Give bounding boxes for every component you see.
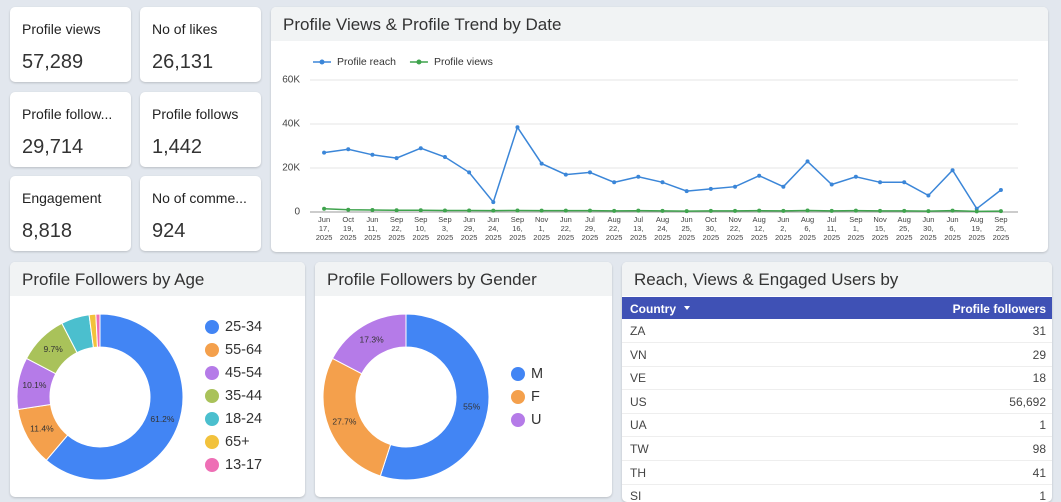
table-card: Reach, Views & Engaged Users by Country …	[622, 262, 1052, 502]
kpi-value: 29,714	[22, 136, 84, 158]
kpi-value: 924	[152, 220, 186, 242]
table-cell: 29	[1032, 347, 1046, 362]
kpi-title: Profile follow...	[22, 106, 113, 122]
sort-icon[interactable]	[684, 306, 690, 310]
kpi-value: 57,289	[22, 51, 84, 73]
kpi-card[interactable]: Profile follows 1,442	[140, 92, 261, 167]
table-cell: UA	[630, 418, 647, 433]
table-cell: VE	[630, 371, 647, 386]
column-header[interactable]: Profile followers	[952, 302, 1046, 316]
kpi-title: No of comme...	[152, 190, 247, 206]
table-row: UA 1	[622, 413, 1052, 438]
kpi-card[interactable]: Profile views 57,289	[10, 7, 131, 82]
table-row: US 56,692	[622, 390, 1052, 414]
table-cell: ZA	[630, 324, 646, 338]
table-row: VN 29	[622, 343, 1052, 367]
table-row: VE 18	[622, 366, 1052, 391]
kpi-card[interactable]: No of likes 26,131	[140, 7, 261, 82]
table-cell: TH	[630, 465, 646, 480]
table-row: ZA 31	[622, 319, 1052, 343]
card-title: Profile Followers by Age	[10, 262, 305, 296]
card-title: Profile Views & Profile Trend by Date	[271, 7, 1048, 41]
table-cell: VN	[630, 347, 647, 362]
table-header: Country Profile followers	[622, 297, 1052, 319]
kpi-value: 8,818	[22, 220, 73, 242]
table-cell: 31	[1032, 324, 1046, 338]
age-card: Profile Followers by Age	[10, 262, 305, 497]
kpi-card[interactable]: Engagement 8,818	[10, 176, 131, 251]
table-cell: 1	[1039, 489, 1046, 502]
kpi-card[interactable]: No of comme... 924	[140, 176, 261, 251]
kpi-value: 26,131	[152, 51, 214, 73]
kpi-card[interactable]: Profile follow... 29,714	[10, 92, 131, 167]
kpi-title: No of likes	[152, 21, 218, 37]
gender-card: Profile Followers by Gender	[315, 262, 612, 497]
table-cell: 18	[1032, 371, 1046, 386]
table-row: TW 98	[622, 437, 1052, 461]
kpi-title: Profile follows	[152, 106, 239, 122]
table-cell: TW	[630, 442, 649, 456]
kpi-title: Engagement	[22, 190, 102, 206]
table-cell: 1	[1039, 418, 1046, 433]
kpi-title: Profile views	[22, 21, 101, 37]
table-cell: SI	[630, 489, 642, 502]
table-cell: 41	[1032, 465, 1046, 480]
card-title: Reach, Views & Engaged Users by	[622, 262, 1052, 296]
column-header[interactable]: Country	[630, 302, 676, 316]
table-cell: 98	[1032, 442, 1046, 456]
table-row: SI 1	[622, 484, 1052, 502]
kpi-value: 1,442	[152, 136, 203, 158]
line-card: Profile Views & Profile Trend by Date	[271, 7, 1048, 252]
table-row: TH 41	[622, 461, 1052, 485]
table-cell: 56,692	[1009, 394, 1046, 409]
card-title: Profile Followers by Gender	[315, 262, 612, 296]
table-cell: US	[630, 394, 647, 409]
